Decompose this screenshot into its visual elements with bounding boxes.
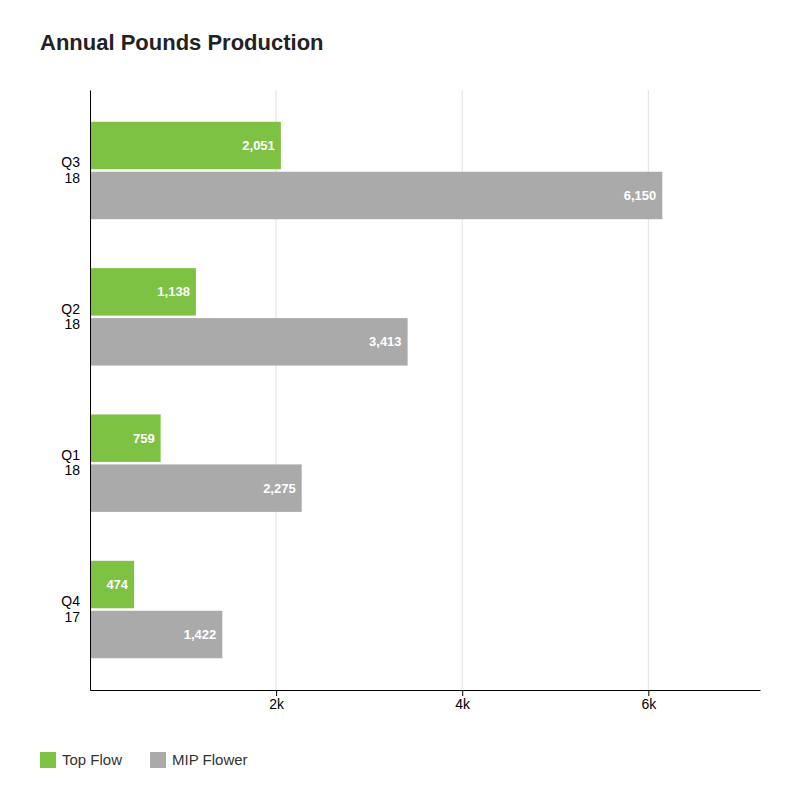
data-label: 759 xyxy=(133,431,155,446)
data-label: 1,138 xyxy=(157,284,190,299)
y-axis-line xyxy=(90,91,91,691)
x-tick-label: 2k xyxy=(269,696,285,712)
x-tick: 2k xyxy=(269,690,285,712)
data-label: 474 xyxy=(106,577,128,592)
data-label: 2,275 xyxy=(263,481,296,496)
chart-svg: Annual Pounds Production 2,051 1,138 759 474… xyxy=(0,0,800,800)
bar xyxy=(90,414,161,461)
bar xyxy=(90,268,196,315)
bar xyxy=(90,561,134,608)
legend-swatch xyxy=(150,752,166,768)
bar xyxy=(90,172,662,219)
y-tick-label: Q218 xyxy=(61,301,80,332)
legend-item: MIP Flower xyxy=(150,751,248,768)
y-tick-label: Q118 xyxy=(61,447,80,478)
y-tick: Q118 xyxy=(61,447,90,478)
x-tick-label: 4k xyxy=(455,696,471,712)
x-tick-label: 6k xyxy=(641,696,657,712)
chart-container: Annual Pounds Production 2,051 1,138 759 474… xyxy=(0,0,800,800)
x-axis-line xyxy=(91,690,761,691)
data-label: 2,051 xyxy=(242,138,275,153)
x-tick: 4k xyxy=(455,690,471,712)
bar xyxy=(90,611,222,658)
legend-swatch xyxy=(40,752,56,768)
bar xyxy=(90,464,302,511)
data-labels: 2,051 1,138 759 474 6,150 3,413 2,275 1,422 xyxy=(106,138,656,642)
legend: Top Flow MIP Flower xyxy=(40,751,248,768)
y-tick-label-line: 17 xyxy=(64,609,80,625)
data-label: 3,413 xyxy=(369,334,402,349)
y-tick: Q417 xyxy=(61,593,90,624)
legend-label: Top Flow xyxy=(62,751,122,768)
y-tick-label: Q318 xyxy=(61,154,80,185)
bar xyxy=(90,318,408,365)
y-tick-label: Q417 xyxy=(61,593,80,624)
bar xyxy=(90,122,281,169)
legend-label: MIP Flower xyxy=(172,751,248,768)
x-tick: 6k xyxy=(641,690,657,712)
data-label: 1,422 xyxy=(184,627,217,642)
y-tick: Q318 xyxy=(61,154,90,185)
y-tick-label-line: 18 xyxy=(64,462,80,478)
y-tick-label-line: Q3 xyxy=(61,154,80,170)
legend-item: Top Flow xyxy=(40,751,122,768)
y-tick-label-line: Q2 xyxy=(61,301,80,317)
chart-title: Annual Pounds Production xyxy=(40,30,324,55)
y-tick-label-line: Q4 xyxy=(61,593,80,609)
y-tick-label-line: 18 xyxy=(64,316,80,332)
y-tick-label-line: 18 xyxy=(64,170,80,186)
data-label: 6,150 xyxy=(624,188,657,203)
plot-area: 2,051 1,138 759 474 6,150 3,413 2,275 1,422 2k 4k… xyxy=(61,90,760,712)
y-tick-label-line: Q1 xyxy=(61,447,80,463)
bars xyxy=(90,122,662,658)
y-axis: Q318Q218Q118Q417 xyxy=(61,91,90,691)
x-axis: 2k 4k 6k xyxy=(91,690,761,712)
y-tick: Q218 xyxy=(61,301,90,332)
